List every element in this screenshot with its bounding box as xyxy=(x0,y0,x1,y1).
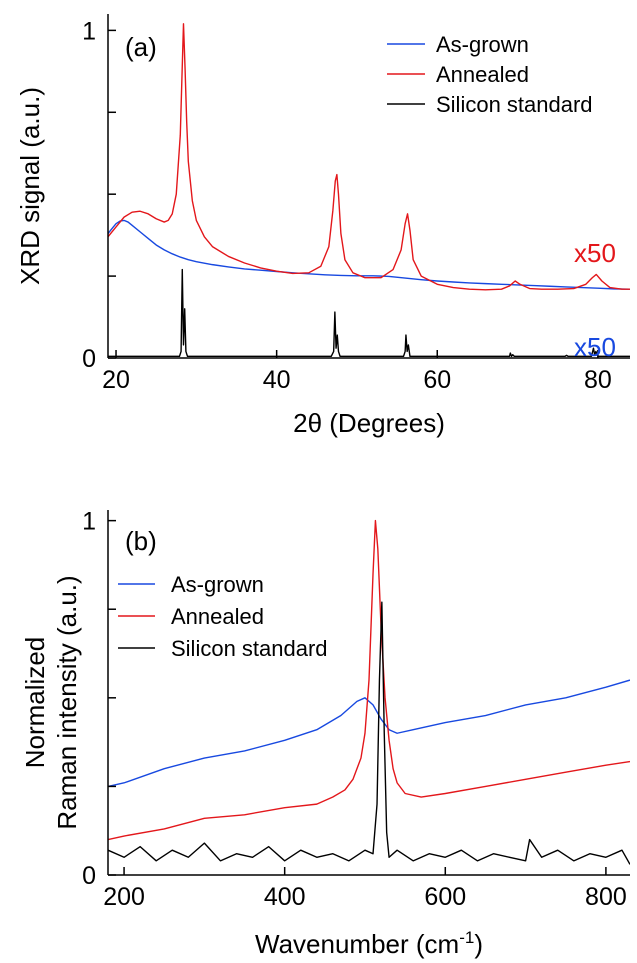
series-line-annealed xyxy=(108,23,630,291)
x-tick-label: 400 xyxy=(264,883,306,911)
legend-label: Annealed xyxy=(171,604,264,629)
legend-label: Annealed xyxy=(436,62,529,87)
scale-annotation: x50 xyxy=(574,332,616,362)
x-axis-title-end: ) xyxy=(474,929,483,959)
y-tick-label: 0 xyxy=(82,862,96,890)
panel-label: (a) xyxy=(125,32,157,62)
legend-label: Silicon standard xyxy=(436,92,593,117)
y-tick-label: 1 xyxy=(82,508,96,536)
x-axis-title-sup: -1 xyxy=(459,928,474,947)
chart-panel-b: 200 400 600 800 0 1 (b) Wavenumber (cm-1) Normal… xyxy=(20,508,630,959)
x-axis-title: Wavenumber (cm-1) xyxy=(255,928,483,959)
y-axis-title-line1: Normalized xyxy=(20,637,50,769)
x-axis-title-main: Wavenumber (cm xyxy=(255,929,459,959)
y-tick-label: 1 xyxy=(82,17,96,45)
series-line-silicon-standard xyxy=(108,268,630,358)
x-axis-title: 2θ (Degrees) xyxy=(293,408,445,438)
x-tick-label: 800 xyxy=(585,883,627,911)
x-tick-label: 600 xyxy=(424,883,466,911)
panel-label: (b) xyxy=(125,526,157,556)
y-axis-title-line2: Raman intensity (a.u.) xyxy=(52,575,82,829)
legend-label: As-grown xyxy=(171,572,264,597)
y-tick-label: 0 xyxy=(82,345,96,373)
x-tick-label: 20 xyxy=(102,366,130,394)
chart-panel-a: 20 40 60 80 0 1 (a) 2θ (Degrees) XRD signal (a.u… xyxy=(15,14,630,438)
x-tick-label: 60 xyxy=(423,366,451,394)
legend: As-grown Annealed Silicon standard xyxy=(387,32,593,117)
legend: As-grown Annealed Silicon standard xyxy=(118,572,328,661)
series-line-as-grown xyxy=(108,219,630,290)
scale-annotation: x50 xyxy=(574,238,616,268)
series-line-silicon-standard xyxy=(108,601,630,865)
y-axis-title: XRD signal (a.u.) xyxy=(15,87,45,285)
series-line-annealed xyxy=(108,519,630,841)
x-tick-label: 80 xyxy=(584,366,612,394)
series-line-as-grown xyxy=(108,679,630,788)
legend-label: Silicon standard xyxy=(171,636,328,661)
legend-label: As-grown xyxy=(436,32,529,57)
x-tick-label: 40 xyxy=(263,366,291,394)
x-tick-label: 200 xyxy=(103,883,145,911)
